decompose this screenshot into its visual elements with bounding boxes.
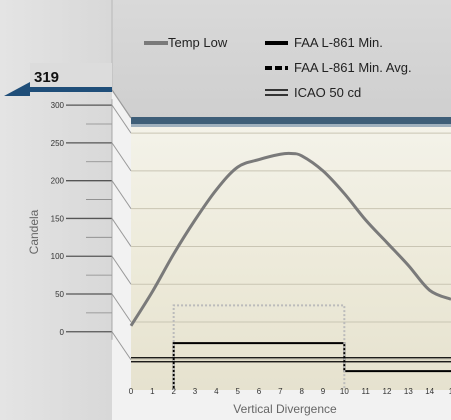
x-tick-label: 7 <box>278 387 283 396</box>
x-tick-label: 13 <box>404 387 413 396</box>
x-tick-label: 10 <box>340 387 349 396</box>
y-tick-connector <box>111 218 132 247</box>
y-tick-label: 50 <box>55 290 64 299</box>
legend-label: FAA L-861 Min. Avg. <box>294 60 412 75</box>
legend-label: Temp Low <box>168 35 228 50</box>
series-faa-min-avg <box>172 304 346 390</box>
x-tick-label: 3 <box>193 387 198 396</box>
y-tick-label: 0 <box>60 328 65 337</box>
x-tick-label: 6 <box>257 387 262 396</box>
y-tick-label: 200 <box>51 177 65 186</box>
y-tick-connector <box>111 293 132 323</box>
value-badge: 319 <box>4 63 112 96</box>
legend-panel <box>112 0 451 118</box>
legend-label: ICAO 50 cd <box>294 85 361 100</box>
x-tick-label: 1 <box>449 387 451 396</box>
x-tick-label: 0 <box>129 387 134 396</box>
x-tick-label: 2 <box>171 387 176 396</box>
x-tick-label: 5 <box>235 387 240 396</box>
legend-label: FAA L-861 Min. <box>294 35 383 50</box>
x-tick-label: 12 <box>383 387 392 396</box>
x-tick-label: 4 <box>214 387 219 396</box>
y-tick-label: 250 <box>51 139 65 148</box>
y-axis-title: Candela <box>27 209 41 254</box>
y-tick-connector <box>111 331 132 361</box>
x-tick-label: 8 <box>299 387 304 396</box>
y-tick-connector <box>111 255 132 285</box>
legend-item-icao: ICAO 50 cd <box>265 85 361 100</box>
series-layer <box>129 151 451 390</box>
grid-lines <box>131 132 451 361</box>
x-tick-label: 1 <box>150 387 155 396</box>
y-tick-connector <box>111 180 132 209</box>
x-tick-label: 11 <box>362 387 371 396</box>
y-tick-label: 150 <box>51 214 65 223</box>
legend: Temp Low FAA L-861 Min. FAA L-861 Min. A… <box>144 35 412 100</box>
x-tick-label: 9 <box>321 387 326 396</box>
y-tick-label: 300 <box>51 101 65 110</box>
x-axis: 012345678910111213141 <box>129 387 451 396</box>
legend-item-temp-low: Temp Low <box>144 35 228 50</box>
y-tick-label: 100 <box>51 252 65 261</box>
x-tick-label: 14 <box>425 387 434 396</box>
legend-item-faa-min: FAA L-861 Min. <box>265 35 383 50</box>
x-axis-title: Vertical Divergence <box>233 402 337 416</box>
y-tick-connector <box>111 104 132 134</box>
plot-area <box>131 117 451 390</box>
legend-item-faa-min-avg: FAA L-861 Min. Avg. <box>265 60 412 75</box>
y-tick-connector <box>111 142 132 172</box>
y-axis: 300 250 200 150 100 50 0 <box>51 99 132 361</box>
series-temp-low <box>129 151 451 327</box>
badge-value: 319 <box>34 69 59 86</box>
